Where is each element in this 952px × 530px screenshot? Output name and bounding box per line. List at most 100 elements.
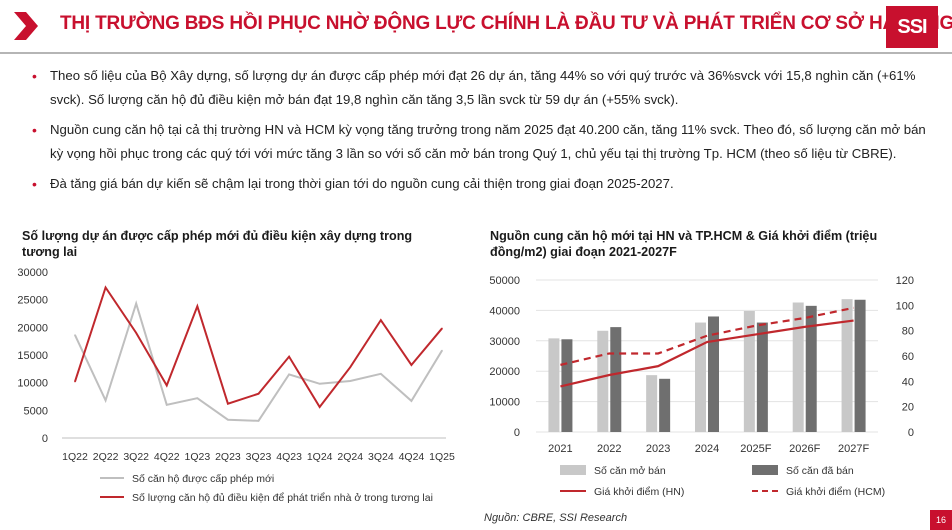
x-tick-label: 2026F bbox=[789, 443, 820, 455]
x-tick-label: 3Q24 bbox=[368, 451, 394, 463]
y2-tick-label: 20 bbox=[902, 402, 914, 414]
data-point-1 bbox=[135, 332, 137, 334]
bar-0 bbox=[695, 322, 706, 432]
y-tick-label: 20000 bbox=[489, 366, 520, 378]
price-line-1 bbox=[560, 306, 854, 366]
y-tick-label: 10000 bbox=[17, 378, 48, 390]
x-tick-label: 4Q24 bbox=[399, 451, 425, 463]
x-tick-label: 2023 bbox=[646, 443, 670, 455]
title-bar: THỊ TRƯỜNG BĐS HỒI PHỤC NHỜ ĐỘNG LỰC CHÍ… bbox=[0, 0, 952, 52]
legend-label: Giá khởi điểm (HCM) bbox=[786, 486, 885, 498]
x-tick-label: 2022 bbox=[597, 443, 621, 455]
bullet-item: • Đà tăng giá bán dự kiến sẽ chậm lại tro… bbox=[30, 172, 930, 196]
data-point-1 bbox=[410, 364, 413, 366]
page-number: 16 bbox=[930, 510, 952, 530]
bar-0 bbox=[548, 338, 560, 432]
bullet-text: Đà tăng giá bán dự kiến sẽ chậm lại tron… bbox=[50, 176, 674, 191]
y-tick-label: 0 bbox=[42, 433, 48, 445]
x-tick-label: 4Q22 bbox=[154, 451, 180, 463]
x-tick-label: 2027F bbox=[838, 443, 869, 455]
price-line-0 bbox=[560, 319, 854, 388]
y2-tick-label: 0 bbox=[908, 427, 914, 439]
bullet-text: Theo số liệu của Bộ Xây dựng, số lượng d… bbox=[50, 68, 916, 107]
y2-tick-label: 40 bbox=[902, 376, 914, 388]
bar-1 bbox=[805, 305, 817, 432]
source-note: Nguồn: CBRE, SSI Research bbox=[484, 512, 628, 524]
bar-0 bbox=[743, 311, 755, 432]
data-point-1 bbox=[196, 305, 199, 308]
legend-swatch bbox=[752, 465, 778, 475]
x-tick-label: 2Q24 bbox=[337, 451, 363, 463]
data-point-0 bbox=[349, 380, 352, 382]
data-point-0 bbox=[196, 397, 199, 399]
x-tick-label: 1Q25 bbox=[429, 451, 455, 463]
x-tick-label: 1Q24 bbox=[307, 451, 333, 463]
legend-label: Số căn mở bán bbox=[594, 465, 666, 477]
legend-label: Số lượng căn hộ đủ điều kiện để phát tri… bbox=[132, 492, 433, 504]
bar-1 bbox=[756, 322, 768, 432]
data-point-1 bbox=[104, 286, 107, 289]
chart1-line-chart: 0 5000 10000 15000 20000 25000 30000 1Q22 2Q22 3Q… bbox=[17, 267, 455, 504]
title-divider bbox=[0, 52, 952, 54]
data-point-0 bbox=[257, 420, 260, 422]
data-point-0 bbox=[410, 400, 413, 402]
y2-tick-label: 120 bbox=[896, 275, 914, 287]
y-tick-label: 20000 bbox=[17, 322, 48, 334]
bullet-dot-icon: • bbox=[32, 68, 37, 84]
chart2-title: Nguồn cung căn hộ mới tại HN và TP.HCM &… bbox=[490, 229, 878, 259]
data-point-0 bbox=[135, 302, 137, 305]
y2-tick-label: 60 bbox=[902, 351, 914, 363]
data-point-0 bbox=[227, 418, 229, 421]
bar-1 bbox=[708, 316, 719, 432]
data-point-1 bbox=[165, 384, 168, 387]
data-point-1 bbox=[441, 327, 443, 330]
chevron-right-icon bbox=[14, 12, 38, 40]
x-tick-label: 2Q23 bbox=[215, 451, 241, 463]
data-point-1 bbox=[318, 406, 321, 408]
data-point-0 bbox=[165, 404, 168, 406]
x-tick-label: 1Q22 bbox=[62, 451, 88, 463]
y-tick-label: 15000 bbox=[17, 350, 48, 362]
bar-1 bbox=[659, 378, 671, 432]
bullet-dot-icon: • bbox=[32, 176, 37, 192]
y2-tick-label: 80 bbox=[902, 326, 914, 338]
data-point-1 bbox=[257, 392, 260, 395]
x-tick-label: 1Q23 bbox=[184, 451, 210, 463]
bullet-item: • Theo số liệu của Bộ Xây dựng, số lượng … bbox=[30, 64, 930, 112]
y-tick-label: 25000 bbox=[17, 295, 48, 307]
data-point-1 bbox=[288, 355, 290, 358]
data-point-1 bbox=[74, 380, 76, 383]
bar-0 bbox=[841, 299, 853, 432]
y-tick-label: 50000 bbox=[489, 275, 520, 287]
y-tick-label: 0 bbox=[514, 427, 520, 439]
x-tick-label: 2024 bbox=[695, 443, 719, 455]
legend-label: Số căn hộ được cấp phép mới bbox=[132, 473, 274, 485]
series-line-0 bbox=[74, 300, 443, 422]
bullet-dot-icon: • bbox=[32, 122, 37, 138]
legend-swatch bbox=[560, 465, 586, 475]
bullet-text: Nguồn cung căn hộ tại cả thị trường HN v… bbox=[50, 122, 926, 161]
data-point-0 bbox=[74, 334, 76, 336]
data-point-1 bbox=[227, 402, 229, 405]
chart1-title: Số lượng dự án được cấp phép mới đủ điều… bbox=[22, 229, 413, 259]
bullet-list: • Theo số liệu của Bộ Xây dựng, số lượng … bbox=[30, 64, 930, 202]
y-tick-label: 30000 bbox=[17, 267, 48, 279]
bar-1 bbox=[854, 299, 866, 432]
bar-1 bbox=[610, 327, 622, 432]
x-tick-label: 2Q22 bbox=[93, 451, 119, 463]
legend-label: Giá khởi điểm (HN) bbox=[594, 486, 684, 498]
series-line-1 bbox=[74, 285, 443, 409]
y-tick-label: 40000 bbox=[489, 305, 520, 317]
page-title: THỊ TRƯỜNG BĐS HỒI PHỤC NHỜ ĐỘNG LỰC CHÍ… bbox=[60, 13, 952, 34]
x-tick-label: 3Q23 bbox=[246, 451, 272, 463]
legend-label: Số căn đã bán bbox=[786, 465, 854, 477]
ssi-logo: SSI bbox=[886, 6, 938, 48]
bar-0 bbox=[597, 330, 609, 432]
data-point-0 bbox=[441, 349, 443, 352]
bar-0 bbox=[646, 375, 658, 432]
y-tick-label: 5000 bbox=[24, 405, 48, 417]
data-point-0 bbox=[318, 382, 321, 385]
x-tick-label: 4Q23 bbox=[276, 451, 302, 463]
x-tick-label: 2021 bbox=[548, 443, 572, 455]
data-point-0 bbox=[288, 373, 290, 376]
